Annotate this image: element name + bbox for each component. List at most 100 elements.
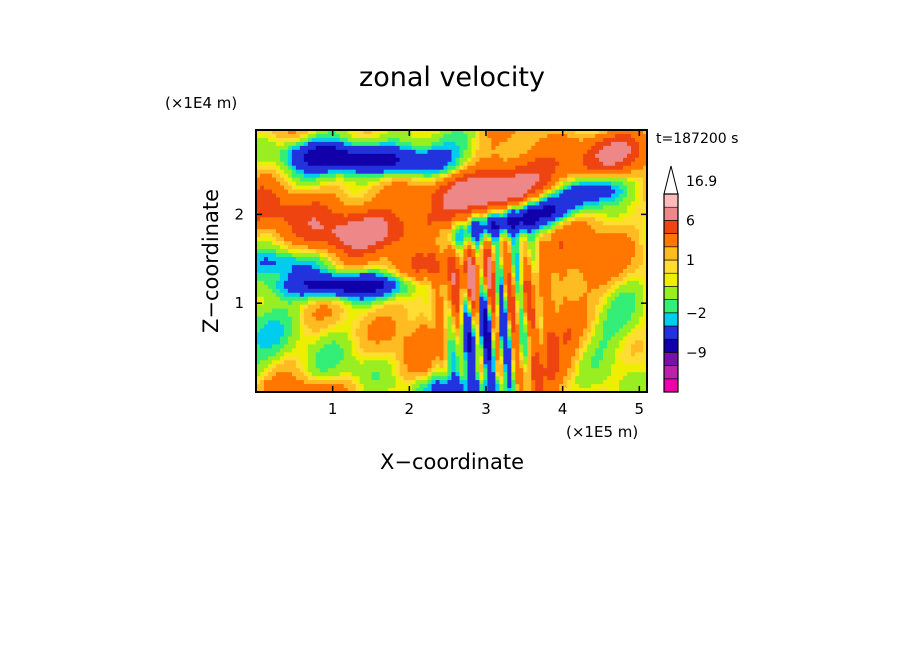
field-cell <box>431 165 437 171</box>
field-cell <box>547 173 552 179</box>
field-cell <box>463 316 469 322</box>
field-cell <box>343 364 349 369</box>
field-cell <box>267 272 273 278</box>
field-cell <box>407 380 413 385</box>
field-cell <box>267 181 273 187</box>
field-cell <box>447 348 453 353</box>
field-cell <box>475 356 481 361</box>
field-cell <box>379 221 385 226</box>
field-cell <box>347 336 353 341</box>
field-cell <box>295 130 301 135</box>
field-cell <box>539 324 544 330</box>
field-cell <box>291 372 297 377</box>
field-cell <box>379 225 385 230</box>
field-cell <box>431 209 437 214</box>
field-cell <box>535 213 540 218</box>
field-cell <box>275 364 281 369</box>
field-cell <box>455 276 461 282</box>
field-cell <box>307 157 313 163</box>
field-cell <box>511 249 516 254</box>
field-cell <box>399 217 405 222</box>
field-cell <box>375 169 381 175</box>
field-cell <box>499 336 504 341</box>
field-cell <box>311 380 317 385</box>
field-cell <box>415 153 421 159</box>
field-cell <box>303 300 309 306</box>
field-cell <box>455 360 461 365</box>
field-cell <box>487 328 492 334</box>
field-cell <box>307 288 313 294</box>
field-cell <box>475 201 481 207</box>
field-cell <box>399 161 405 167</box>
field-cell <box>447 380 453 385</box>
field-cell <box>395 288 401 294</box>
field-cell <box>431 268 437 274</box>
field-cell <box>439 189 445 195</box>
field-cell <box>487 364 492 369</box>
field-cell <box>391 364 397 369</box>
field-cell <box>463 368 469 373</box>
field-cell <box>475 352 481 357</box>
field-cell <box>499 272 504 278</box>
field-cell <box>543 380 548 385</box>
field-cell <box>367 173 373 179</box>
field-cell <box>495 288 500 294</box>
field-cell <box>407 340 413 345</box>
field-cell <box>499 221 504 226</box>
field-cell <box>439 181 445 187</box>
field-cell <box>547 217 552 222</box>
field-cell <box>427 276 433 282</box>
field-cell <box>511 332 516 338</box>
field-cell <box>267 229 273 234</box>
field-cell <box>515 257 520 262</box>
field-cell <box>415 253 421 258</box>
field-cell <box>367 145 373 151</box>
field-cell <box>427 197 433 203</box>
field-cell <box>475 336 481 341</box>
field-cell <box>327 332 333 338</box>
field-cell <box>483 237 489 242</box>
field-cell <box>379 253 385 258</box>
field-cell <box>491 257 496 262</box>
field-cell <box>447 324 453 330</box>
field-cell <box>327 257 333 262</box>
field-cell <box>491 348 496 353</box>
field-cell <box>399 292 405 298</box>
field-cell <box>511 201 516 207</box>
field-cell <box>311 384 317 389</box>
field-cell <box>279 229 285 234</box>
field-cell <box>435 372 441 377</box>
field-cell <box>463 177 469 183</box>
field-cell <box>295 372 301 377</box>
field-cell <box>431 229 437 234</box>
field-cell <box>335 300 341 306</box>
field-cell <box>267 169 273 175</box>
field-cell <box>543 249 548 254</box>
field-cell <box>543 284 548 290</box>
field-cell <box>299 130 305 135</box>
field-cell <box>311 261 317 266</box>
field-cell <box>531 328 536 334</box>
field-cell <box>279 284 285 290</box>
field-cell <box>407 213 413 218</box>
field-cell <box>459 221 465 226</box>
field-cell <box>475 296 481 302</box>
field-cell <box>419 324 425 330</box>
field-cell <box>383 157 389 163</box>
field-cell <box>535 280 540 286</box>
field-cell <box>411 320 417 326</box>
field-cell <box>491 153 496 159</box>
field-cell <box>403 165 409 171</box>
field-cell <box>423 380 429 385</box>
field-cell <box>463 205 469 210</box>
field-cell <box>283 356 289 361</box>
field-cell <box>443 189 449 195</box>
field-cell <box>423 149 429 155</box>
field-cell <box>331 241 337 246</box>
field-cell <box>335 209 341 214</box>
field-cell <box>307 253 313 258</box>
field-cell <box>451 209 457 214</box>
field-cell <box>491 169 496 175</box>
field-cell <box>451 217 457 222</box>
field-cell <box>367 149 373 155</box>
